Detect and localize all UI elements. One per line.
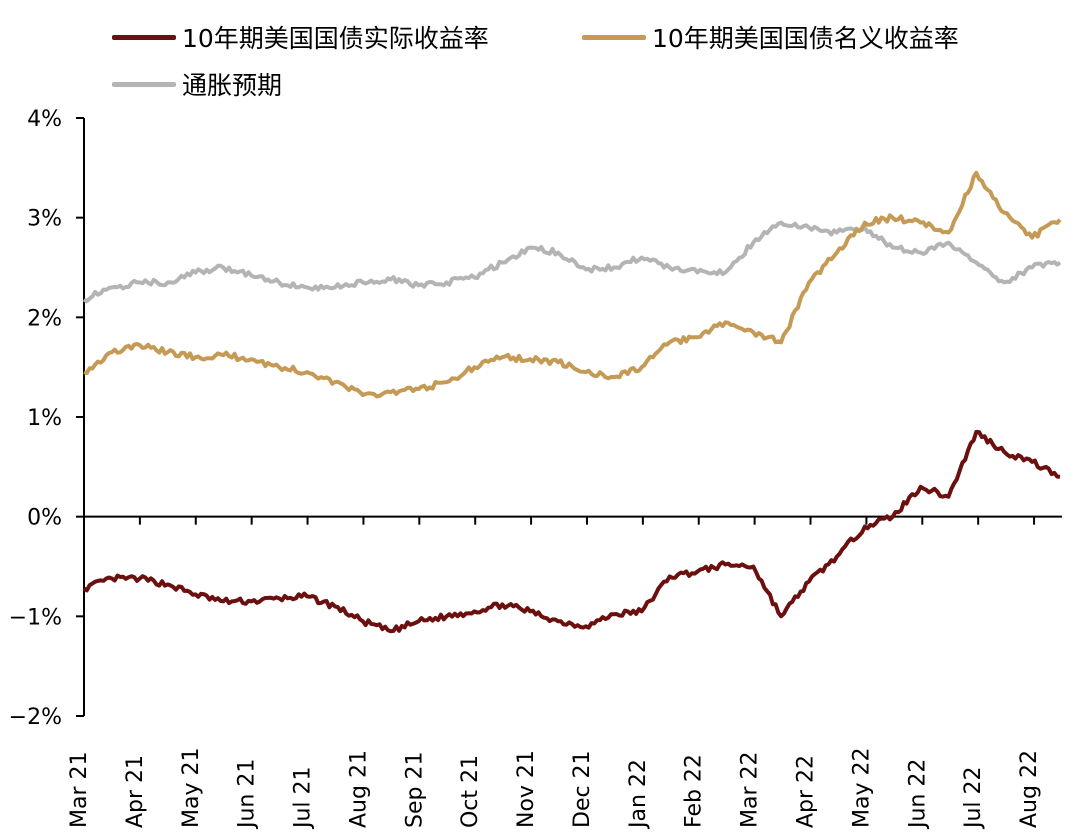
- legend-swatch-real-yield: [112, 34, 176, 40]
- x-tick-label: May 21: [179, 748, 204, 828]
- x-axis-tick-labels: Mar 21 Apr 21 May 21 Jun 21 Jul 21 Aug 21 Sep …: [67, 516, 1042, 830]
- y-tick-label: 1%: [27, 406, 62, 431]
- x-tick-label: Sep 21: [402, 752, 427, 828]
- legend-swatch-nominal-yield: [582, 34, 646, 40]
- y-tick-label: 4%: [27, 107, 62, 132]
- x-tick-label: Apr 22: [794, 755, 819, 828]
- y-tick-label: 0%: [27, 506, 62, 531]
- x-tick-label: Apr 21: [123, 755, 148, 828]
- y-tick-label: −1%: [9, 605, 62, 630]
- legend-item-real-yield: 10年期美国国债实际收益率: [112, 19, 489, 55]
- x-tick-label: May 22: [849, 748, 874, 828]
- x-tick-label: Jun 21: [235, 759, 260, 830]
- y-tick-label: 2%: [27, 306, 62, 331]
- legend: 10年期美国国债实际收益率 10年期美国国债名义收益率 通胀预期: [0, 0, 1080, 110]
- legend-swatch-inflation-expectation: [112, 81, 176, 87]
- x-tick-label: Nov 21: [514, 750, 539, 828]
- series-line-nominal-yield: [83, 170, 1062, 399]
- x-tick-label: Dec 21: [570, 750, 595, 828]
- y-tick-label: −2%: [9, 705, 62, 730]
- x-tick-label: Jan 22: [626, 759, 651, 830]
- legend-label-nominal-yield: 10年期美国国债名义收益率: [652, 24, 959, 53]
- x-tick-label: Oct 21: [458, 755, 483, 828]
- legend-item-nominal-yield: 10年期美国国债名义收益率: [582, 19, 959, 55]
- series-line-inflation-expectation: [82, 220, 1062, 304]
- x-tick-label: Mar 21: [67, 752, 92, 829]
- x-tick-label: Jul 22: [961, 766, 986, 830]
- series-line-real-yield: [82, 429, 1061, 634]
- x-tick-label: Feb 22: [682, 754, 707, 828]
- legend-label-inflation-expectation: 通胀预期: [182, 71, 283, 100]
- y-axis-tick-labels: 4% 3% 2% 1% 0% −1% −2%: [9, 107, 84, 730]
- legend-item-inflation-expectation: 通胀预期: [112, 66, 282, 102]
- x-tick-label: Jul 21: [291, 766, 316, 830]
- x-tick-label: Jun 22: [905, 759, 930, 830]
- x-tick-label: Mar 22: [738, 752, 763, 829]
- series-lines: [82, 170, 1062, 634]
- x-tick-label: Aug 22: [1017, 750, 1042, 828]
- legend-label-real-yield: 10年期美国国债实际收益率: [182, 24, 489, 53]
- y-tick-label: 3%: [27, 207, 62, 232]
- x-tick-label: Aug 21: [346, 750, 371, 828]
